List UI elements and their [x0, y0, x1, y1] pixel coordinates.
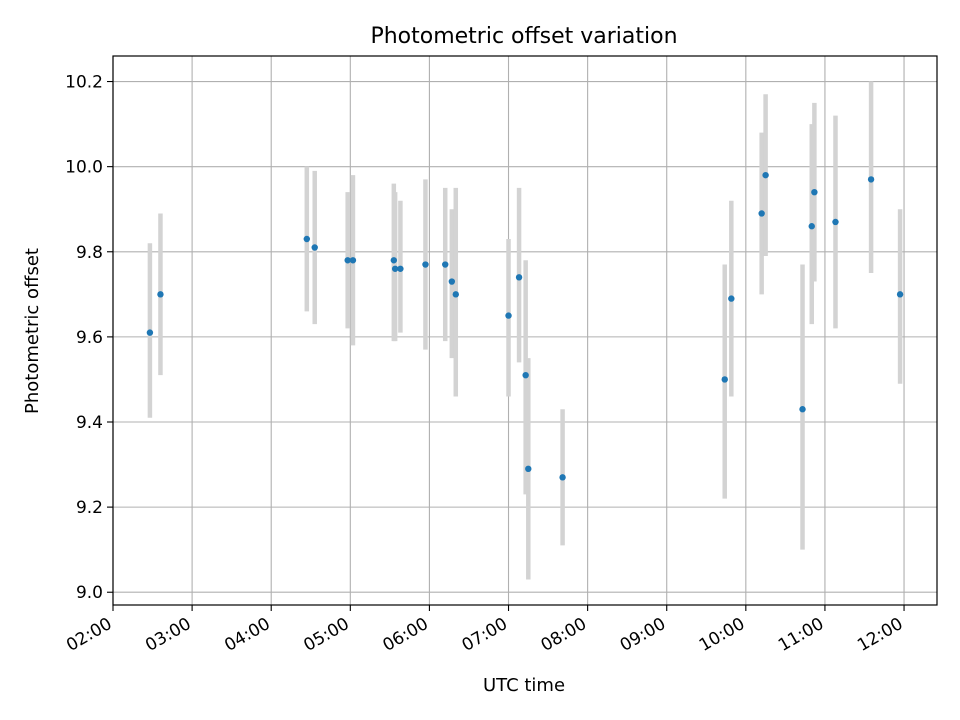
data-point: [728, 295, 735, 302]
data-point: [303, 235, 311, 243]
y-tick-label: 9.8: [76, 243, 103, 263]
data-point: [397, 265, 404, 272]
data-point: [390, 257, 398, 264]
y-tick-label: 10.2: [65, 73, 103, 93]
data-point: [832, 218, 839, 226]
data-point: [311, 244, 318, 251]
data-point: [157, 291, 164, 298]
data-point: [559, 474, 566, 481]
y-tick-label: 9.0: [76, 583, 103, 603]
data-point: [146, 329, 154, 336]
data-point: [721, 376, 728, 383]
y-axis-ticks: 9.0 9.2 9.4 9.6 9.8 10.0 10.2: [65, 73, 113, 603]
chart-title: Photometric offset variation: [370, 24, 677, 49]
grid-lines: [112, 56, 937, 605]
data-point: [391, 265, 399, 272]
y-axis-label: Photometric offset: [22, 248, 43, 414]
data-point: [344, 257, 351, 264]
data-point: [525, 465, 532, 473]
data-point: [896, 291, 904, 298]
data-point: [505, 312, 512, 319]
data-point: [442, 261, 449, 268]
plot-frame: [112, 55, 938, 606]
data-point: [515, 274, 523, 281]
y-tick-label: 9.2: [76, 498, 103, 518]
data-point: [799, 406, 806, 413]
data-point: [522, 371, 529, 379]
data-point: [762, 171, 769, 179]
data-point: [867, 176, 875, 183]
data-point: [808, 223, 815, 230]
data-point: [758, 210, 765, 217]
y-tick-label: 10.0: [65, 158, 103, 178]
data-point: [448, 278, 456, 285]
data-point: [452, 291, 459, 298]
y-tick-label: 9.4: [76, 413, 103, 433]
data-point: [811, 188, 818, 196]
data-point: [349, 257, 357, 264]
data-point: [422, 261, 429, 268]
data-points: [146, 171, 904, 481]
x-axis-label: UTC time: [483, 675, 565, 696]
y-tick-label: 9.6: [76, 328, 103, 348]
